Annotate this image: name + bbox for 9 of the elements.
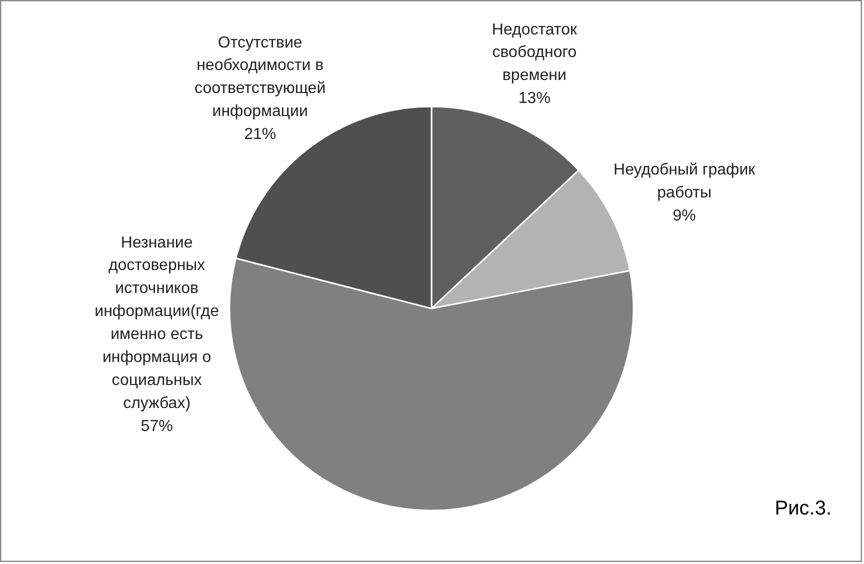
text: Рис.3. (774, 498, 832, 520)
slice-label: Неудобный график работы (614, 162, 756, 202)
data-label: 9% (672, 208, 696, 225)
data-label: 21% (244, 126, 276, 144)
slice-label: Незнание достоверных источников информации(где именно есть информация о социальных службах) (94, 234, 220, 412)
data-label: 57% (140, 418, 173, 435)
slice-label: Недостаток свободного времени (492, 21, 578, 84)
data-label: 13% (518, 90, 550, 108)
slice-label: Отсутствие необходимости в соответствующей информации (194, 34, 326, 120)
